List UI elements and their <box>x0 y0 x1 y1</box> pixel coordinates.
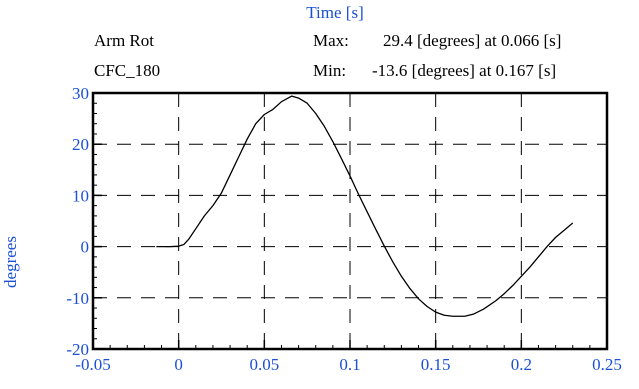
y-tick-label: 20 <box>72 135 89 154</box>
filter-class: CFC_180 <box>94 61 160 80</box>
x-tick-label: 0 <box>174 355 183 374</box>
y-tick-label: 30 <box>72 84 89 103</box>
y-tick-label: -20 <box>66 340 89 359</box>
x-tick-label: 0.05 <box>249 355 279 374</box>
series-layer <box>156 95 574 317</box>
plot-area-frame <box>91 91 609 351</box>
x-tick-label: 0.25 <box>592 355 622 374</box>
grid-lines <box>93 93 607 349</box>
y-tick-label: -10 <box>66 289 89 308</box>
min-label: Min: <box>313 61 346 80</box>
y-axis-title: degrees <box>1 236 20 288</box>
series-line <box>156 95 574 317</box>
tick-labels: -0.05 0 0.05 0.1 0.15 0.2 0.25 -20 -10 0 10 20 30 <box>66 84 622 374</box>
x-tick-label: 0.1 <box>339 355 360 374</box>
x-tick-label: -0.05 <box>75 355 110 374</box>
channel-name: Arm Rot <box>94 31 154 50</box>
min-value: -13.6 [degrees] at 0.167 [s] <box>372 61 556 80</box>
y-tick-label: 10 <box>72 186 89 205</box>
x-axis-title: Time [s] <box>306 3 363 22</box>
x-tick-label: 0.15 <box>421 355 451 374</box>
x-tick-label: 0.2 <box>511 355 532 374</box>
max-label: Max: <box>313 31 349 50</box>
y-tick-label: 0 <box>81 238 90 257</box>
max-value: 29.4 [degrees] at 0.066 [s] <box>383 31 561 50</box>
